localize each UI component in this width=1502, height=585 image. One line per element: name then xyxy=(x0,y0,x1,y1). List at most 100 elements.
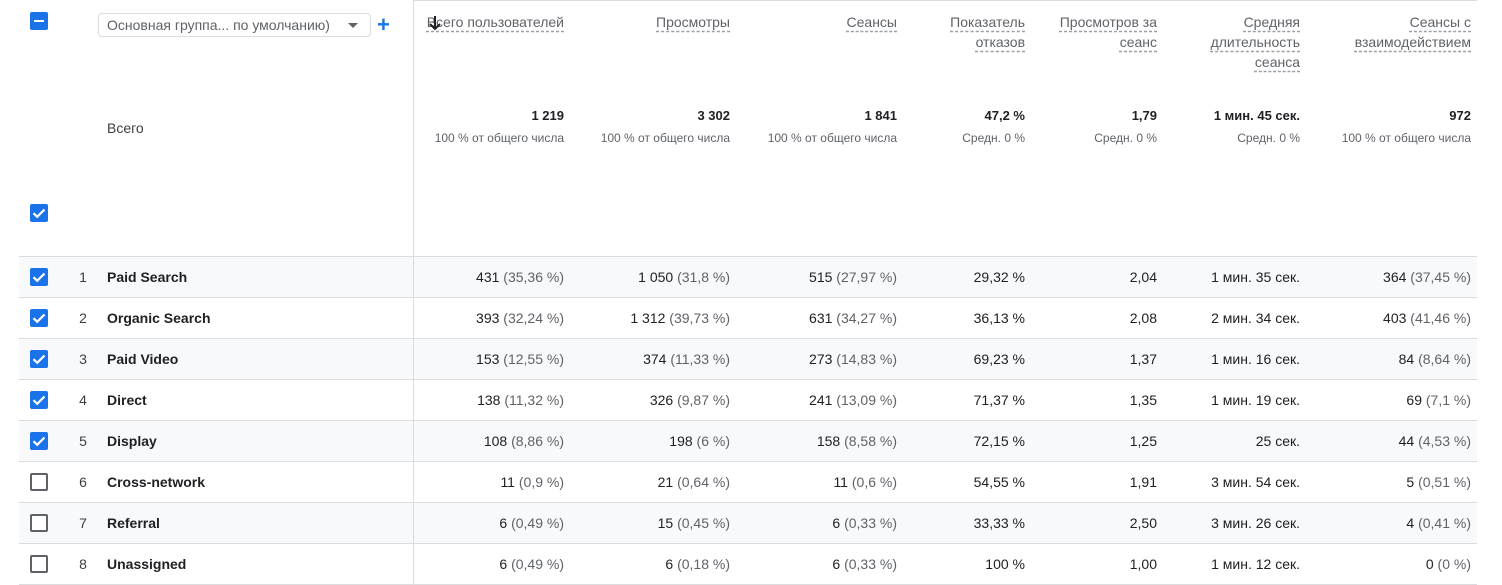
metric-cell: 100 % xyxy=(903,543,1031,585)
column-header-avg_duration[interactable]: Средняя длительность сеанса xyxy=(1163,0,1306,100)
arrow-down-icon[interactable] xyxy=(428,14,442,32)
table-row[interactable]: 2 Organic Search 393 (32,24 %) 1 312 (39,73… xyxy=(19,297,1477,339)
metric-value: 29,32 % xyxy=(973,269,1025,285)
caret-down-icon xyxy=(348,23,358,28)
metric-cell: 5 (0,51 %) xyxy=(1306,461,1477,503)
totals-label-cell: Всего xyxy=(107,100,413,257)
row-checkbox-cell xyxy=(19,256,59,298)
metric-percent: (41,46 %) xyxy=(1410,310,1471,326)
metric-percent: (12,55 %) xyxy=(503,351,564,367)
metric-value: 6 xyxy=(832,515,841,531)
column-header-views_per_session[interactable]: Просмотров за сеанс xyxy=(1031,0,1163,100)
metric-cell: 1,00 xyxy=(1031,543,1163,585)
metric-value: 403 xyxy=(1383,310,1407,326)
row-checkbox-cell xyxy=(19,543,59,585)
metric-value: 138 xyxy=(477,392,501,408)
row-checkbox[interactable] xyxy=(30,309,48,327)
table-row[interactable]: 6 Cross-network 11 (0,9 %) 21 (0,64 %) 11 (0… xyxy=(19,461,1477,503)
metric-cell: 11 (0,9 %) xyxy=(412,461,570,503)
table-row[interactable]: 8 Unassigned 6 (0,49 %) 6 (0,18 %) 6 (0,33 %… xyxy=(19,543,1477,585)
totals-subtext: Средн. 0 % xyxy=(1094,131,1157,145)
column-header-users[interactable]: Всего пользователей xyxy=(412,0,570,100)
metric-cell: 1 312 (39,73 %) xyxy=(570,297,736,339)
row-dimension-name: Display xyxy=(107,420,413,462)
table-row[interactable]: 5 Display 108 (8,86 %) 198 (6 %) 158 (8,58 %… xyxy=(19,420,1477,462)
metric-cell: 15 (0,45 %) xyxy=(570,502,736,544)
table-row[interactable]: 3 Paid Video 153 (12,55 %) 374 (11,33 %) 273… xyxy=(19,338,1477,380)
top-divider xyxy=(413,0,1477,1)
metric-percent: (34,27 %) xyxy=(836,310,897,326)
metric-value: 153 xyxy=(476,351,500,367)
column-header-engaged[interactable]: Сеансы с взаимодействием xyxy=(1306,0,1477,100)
totals-value: 972 xyxy=(1449,108,1471,123)
metric-percent: (4,53 %) xyxy=(1418,433,1471,449)
metric-value: 6 xyxy=(832,556,841,572)
metric-value: 1 050 xyxy=(638,269,674,285)
metric-percent: (0,49 %) xyxy=(511,515,564,531)
column-header-bounce[interactable]: Показатель отказов xyxy=(903,0,1031,100)
totals-label: Всего xyxy=(107,120,144,136)
table-row[interactable]: 7 Referral 6 (0,49 %) 15 (0,45 %) 6 (0,33 %)… xyxy=(19,502,1477,544)
row-index: 1 xyxy=(59,256,107,298)
row-checkbox-cell xyxy=(19,420,59,462)
metric-cell: 54,55 % xyxy=(903,461,1031,503)
metric-value: 1 мин. 19 сек. xyxy=(1211,392,1300,408)
row-checkbox[interactable] xyxy=(30,391,48,409)
row-index: 6 xyxy=(59,461,107,503)
row-checkbox[interactable] xyxy=(30,514,48,532)
metric-value: 1 мин. 35 сек. xyxy=(1211,269,1300,285)
metric-value: 36,13 % xyxy=(973,310,1025,326)
metric-value: 15 xyxy=(657,515,674,531)
metric-cell: 1 мин. 12 сек. xyxy=(1163,543,1306,585)
indeterminate-checkbox-icon[interactable] xyxy=(30,12,48,30)
metric-value: 4 xyxy=(1406,515,1415,531)
metric-value: 1,25 xyxy=(1129,433,1157,449)
metric-percent: (27,97 %) xyxy=(836,269,897,285)
metric-cell: 29,32 % xyxy=(903,256,1031,298)
metric-cell: 2,50 xyxy=(1031,502,1163,544)
metric-cell: 25 сек. xyxy=(1163,420,1306,462)
metric-value: 84 xyxy=(1398,351,1415,367)
metric-cell: 0 (0 %) xyxy=(1306,543,1477,585)
metric-cell: 431 (35,36 %) xyxy=(412,256,570,298)
metric-cell: 4 (0,41 %) xyxy=(1306,502,1477,544)
metric-cell: 198 (6 %) xyxy=(570,420,736,462)
row-checkbox[interactable] xyxy=(30,473,48,491)
metric-cell: 6 (0,49 %) xyxy=(412,502,570,544)
metric-percent: (0,33 %) xyxy=(844,556,897,572)
metric-percent: (0,51 %) xyxy=(1418,474,1471,490)
metric-cell: 374 (11,33 %) xyxy=(570,338,736,380)
metric-value: 3 мин. 54 сек. xyxy=(1211,474,1300,490)
totals-value: 1 219 xyxy=(531,108,564,123)
table-row[interactable]: 4 Direct 138 (11,32 %) 326 (9,87 %) 241 (13,… xyxy=(19,379,1477,421)
metric-percent: (14,83 %) xyxy=(836,351,897,367)
row-checkbox[interactable] xyxy=(30,350,48,368)
metric-percent: (0,49 %) xyxy=(511,556,564,572)
column-header-label: Сеансы с взаимодействием xyxy=(1354,14,1471,50)
metric-value: 54,55 % xyxy=(973,474,1025,490)
group-select-value: Основная группа... по умолчанию) xyxy=(107,17,330,33)
row-checkbox[interactable] xyxy=(30,555,48,573)
metric-percent: (35,36 %) xyxy=(503,269,564,285)
table-row[interactable]: 1 Paid Search 431 (35,36 %) 1 050 (31,8 %) 5… xyxy=(19,256,1477,298)
metric-percent: (0,33 %) xyxy=(844,515,897,531)
row-checkbox[interactable] xyxy=(30,432,48,450)
metric-value: 6 xyxy=(499,556,508,572)
metric-percent: (0,64 %) xyxy=(677,474,730,490)
metric-percent: (6 %) xyxy=(696,433,730,449)
metric-value: 241 xyxy=(809,392,833,408)
column-header-sessions[interactable]: Сеансы xyxy=(736,0,903,100)
row-checkbox-cell xyxy=(19,297,59,339)
metric-value: 72,15 % xyxy=(973,433,1025,449)
metric-value: 1 312 xyxy=(630,310,666,326)
metric-cell: 153 (12,55 %) xyxy=(412,338,570,380)
row-checkbox[interactable] xyxy=(30,268,48,286)
column-header-label: Сеансы xyxy=(846,14,897,30)
row-index: 8 xyxy=(59,543,107,585)
column-header-views[interactable]: Просмотры xyxy=(570,0,736,100)
add-dimension-button[interactable]: + xyxy=(377,12,390,37)
select-all-checkbox[interactable] xyxy=(30,204,48,222)
metric-value: 6 xyxy=(499,515,508,531)
metric-value: 44 xyxy=(1398,433,1415,449)
group-select-dropdown[interactable]: Основная группа... по умолчанию) xyxy=(98,13,371,37)
